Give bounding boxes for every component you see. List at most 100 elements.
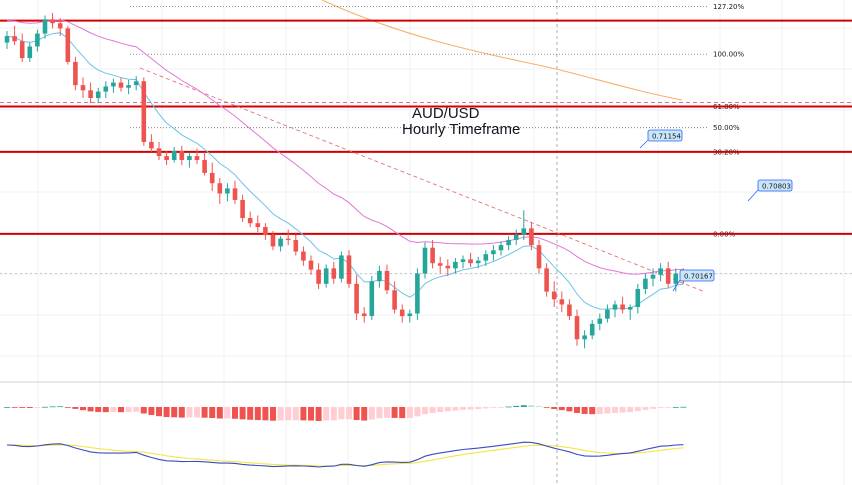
candle-down <box>665 268 671 284</box>
macd-histogram-bar <box>558 407 565 411</box>
macd-histogram-bar <box>308 407 314 421</box>
candle-up <box>35 33 40 47</box>
fib-level-label: 50.00% <box>713 124 740 132</box>
macd-pane <box>4 405 687 468</box>
macd-histogram-bar <box>270 407 276 421</box>
candle-down <box>209 172 215 184</box>
macd-histogram-bar <box>148 407 155 415</box>
macd-histogram-bar <box>391 407 398 418</box>
macd-histogram-bar <box>216 407 223 419</box>
macd-histogram-bar <box>657 407 664 408</box>
candle-up <box>377 270 382 282</box>
macd-histogram-bar <box>642 407 649 410</box>
candle-down <box>141 81 147 142</box>
candle-down <box>179 150 185 160</box>
candle-down <box>293 239 299 252</box>
macd-histogram-bar <box>156 407 162 417</box>
macd-histogram-bar <box>520 405 527 407</box>
candle-down <box>65 28 71 62</box>
macd-histogram-bar <box>118 407 124 413</box>
macd-line <box>6 441 684 468</box>
price-callout-leader <box>639 139 649 149</box>
chart-title-timeframe: Hourly Timeframe <box>402 121 520 138</box>
candle-down <box>544 268 549 292</box>
candle-down <box>331 268 337 279</box>
price-callout-text: 0.70803 <box>762 182 791 190</box>
macd-histogram-bar <box>444 407 451 412</box>
candle-up <box>673 273 679 284</box>
macd-histogram-bar <box>186 407 193 418</box>
candle-up <box>27 46 33 59</box>
candle-up <box>627 307 633 310</box>
candle-up <box>453 261 458 269</box>
candle-up <box>650 274 656 279</box>
candle-down <box>316 269 321 284</box>
candle-up <box>42 19 48 34</box>
price-callout-box <box>757 179 793 192</box>
macd-histogram-bar <box>133 407 140 412</box>
price-callout-box <box>679 269 715 282</box>
candle-down <box>285 238 291 240</box>
macd-histogram-bar <box>224 407 231 419</box>
candle-up <box>521 228 527 235</box>
candle-down <box>12 36 17 42</box>
macd-histogram-bar <box>64 407 71 408</box>
candle-up <box>513 234 519 240</box>
macd-histogram-bar <box>239 407 246 420</box>
macd-histogram-bar <box>247 407 254 420</box>
fib-level-label: 100.00% <box>713 51 744 59</box>
candle-down <box>118 82 124 88</box>
macd-histogram-bar <box>300 407 307 421</box>
candle-up <box>605 309 610 319</box>
candle-down <box>80 85 86 91</box>
macd-histogram-bar <box>566 407 573 412</box>
macd-histogram-bar <box>11 407 18 408</box>
candle-down <box>354 283 359 314</box>
macd-histogram-bar <box>650 407 656 409</box>
candle-up <box>483 254 489 261</box>
macd-histogram-bar <box>604 407 611 414</box>
candle-up <box>612 304 618 310</box>
candle-up <box>111 82 116 87</box>
macd-histogram-bar <box>330 407 337 421</box>
macd-histogram-bar <box>95 407 102 412</box>
macd-histogram-bar <box>574 407 580 413</box>
candle-down <box>567 304 572 317</box>
candle-down <box>202 159 207 173</box>
candle-down <box>270 234 276 247</box>
macd-histogram-bar <box>209 407 216 419</box>
candle-up <box>133 81 139 86</box>
macd-histogram-bar <box>680 406 687 408</box>
candle-up <box>95 91 101 99</box>
trend-lines <box>139 67 706 293</box>
macd-histogram-bar <box>528 405 535 407</box>
candle-up <box>460 259 466 262</box>
candle-up <box>475 260 481 264</box>
candle-down <box>468 259 473 264</box>
price-callout-leader <box>747 189 759 202</box>
price-callout-text: 0.70167 <box>684 272 713 280</box>
price-callout-box <box>647 129 683 142</box>
sma-long-line <box>321 0 683 101</box>
macd-histogram-bar <box>437 407 444 412</box>
macd-histogram-bar <box>672 406 679 408</box>
macd-histogram-bar <box>627 407 634 413</box>
candle-up <box>506 239 511 246</box>
macd-histogram-bar <box>285 407 292 421</box>
candle-down <box>73 61 78 86</box>
candle-down <box>156 148 162 157</box>
candle-down <box>50 19 55 24</box>
candle-down <box>620 304 625 310</box>
price-callout-text: 0.71154 <box>652 132 681 140</box>
candle-up <box>415 273 420 314</box>
candles <box>4 12 686 349</box>
candle-down <box>430 247 435 264</box>
macd-histogram-bar <box>346 407 352 420</box>
candle-down <box>399 309 405 317</box>
macd-histogram-bar <box>376 407 383 419</box>
macd-histogram-bar <box>513 405 520 407</box>
macd-histogram-bar <box>589 407 596 415</box>
macd-histogram-bar <box>498 407 504 408</box>
candle-up <box>126 85 131 88</box>
